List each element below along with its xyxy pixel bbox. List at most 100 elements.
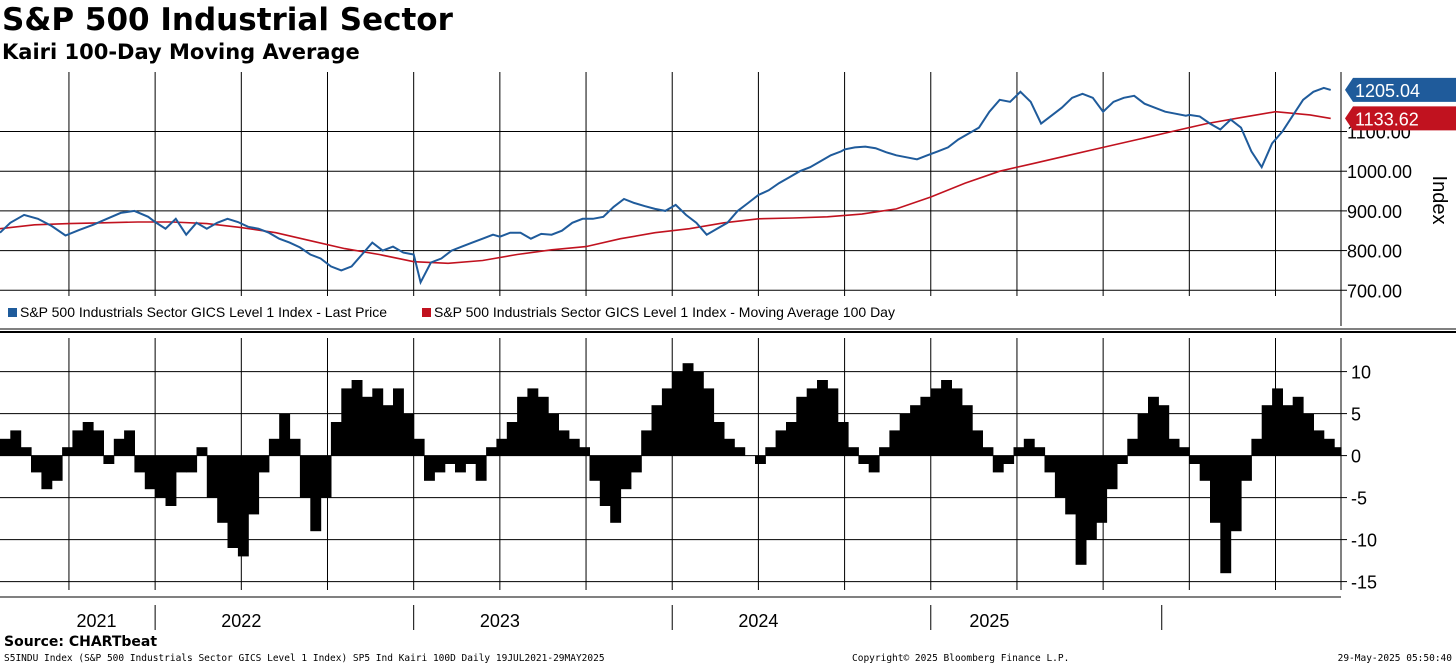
kairi-bar xyxy=(651,405,663,456)
kairi-bar xyxy=(661,388,673,456)
kairi-bar xyxy=(817,380,828,456)
kairi-bar xyxy=(910,405,921,456)
kairi-bar xyxy=(341,388,353,456)
kairi-bar xyxy=(641,430,653,456)
kairi-bar xyxy=(537,396,549,456)
kairi-bar xyxy=(299,455,311,498)
upper-ytick-label-2: 900.00 xyxy=(1347,202,1402,222)
kairi-bar xyxy=(879,447,890,456)
kairi-bar xyxy=(620,455,632,490)
kairi-bar xyxy=(589,455,601,481)
kairi-bar xyxy=(734,447,746,456)
kairi-bar xyxy=(1023,438,1035,456)
kairi-bar xyxy=(248,455,260,515)
kairi-bar xyxy=(227,455,239,548)
kairi-bar xyxy=(1168,438,1180,456)
year-label-2024: 2024 xyxy=(738,611,778,631)
kairi-bar xyxy=(124,430,135,456)
kairi-bar xyxy=(41,455,53,490)
kairi-bar xyxy=(672,371,684,456)
kairi-bar xyxy=(1148,396,1159,456)
kairi-bar xyxy=(1127,438,1139,456)
kairi-bar xyxy=(475,455,487,481)
legend-price-swatch xyxy=(8,308,17,317)
kairi-bar xyxy=(1003,455,1015,464)
kairi-bar xyxy=(1044,455,1056,473)
kairi-bar xyxy=(982,447,994,456)
kairi-bar xyxy=(320,455,332,498)
kairi-bar xyxy=(289,438,301,456)
kairi-bar xyxy=(755,455,766,464)
kairi-bar xyxy=(951,388,963,456)
kairi-bar xyxy=(1075,455,1087,565)
kairi-bar xyxy=(413,438,425,456)
lower-ytick-label-2: 0 xyxy=(1351,447,1361,467)
kairi-bar xyxy=(1292,396,1304,456)
ma-value-tag: 1133.62 xyxy=(1345,106,1456,131)
kairi-bar xyxy=(113,438,125,456)
kairi-bar xyxy=(0,438,11,456)
kairi-bar xyxy=(548,413,559,456)
kairi-bar xyxy=(206,455,218,498)
chart-title: S&P 500 Industrial Sector xyxy=(2,2,453,38)
kairi-bar xyxy=(558,430,570,456)
value-tag-box xyxy=(1345,106,1456,131)
kairi-bar xyxy=(217,455,229,523)
kairi-bar xyxy=(144,455,156,490)
upper-ytick-label-1: 800.00 xyxy=(1347,242,1402,262)
kairi-bar xyxy=(827,388,839,456)
kairi-bar xyxy=(941,380,952,456)
kairi-bar xyxy=(765,447,777,456)
lower-ytick-label-0: 10 xyxy=(1351,363,1371,383)
kairi-bar xyxy=(82,422,94,456)
kairi-bar xyxy=(10,430,22,456)
kairi-bar xyxy=(599,455,611,506)
kairi-bar xyxy=(1158,405,1170,456)
kairi-bar xyxy=(517,396,528,456)
kairi-bar xyxy=(796,396,808,456)
kairi-bar xyxy=(434,455,446,473)
year-label-2025: 2025 xyxy=(969,611,1009,631)
kairi-bar xyxy=(268,438,280,456)
kairi-bar xyxy=(961,405,973,456)
kairi-bar xyxy=(72,430,84,456)
kairi-bar xyxy=(889,430,901,456)
kairi-bar xyxy=(165,455,177,506)
kairi-bar xyxy=(1220,455,1232,574)
value-tag-box xyxy=(1345,77,1456,102)
kairi-bar xyxy=(1282,405,1294,456)
y-axis-title: Index xyxy=(1428,176,1450,225)
kairi-bar xyxy=(703,388,715,456)
moving-average-line xyxy=(0,110,1331,265)
lower-panel-grid xyxy=(0,338,1342,590)
kairi-bar xyxy=(310,455,322,532)
kairi-bar xyxy=(1210,455,1221,523)
kairi-bar xyxy=(362,396,373,456)
kairi-bar xyxy=(93,430,104,456)
kairi-bar xyxy=(630,455,642,473)
kairi-bar xyxy=(848,447,859,456)
legend-background xyxy=(0,296,921,326)
kairi-bar xyxy=(186,455,198,473)
kairi-bar xyxy=(237,455,249,557)
kairi-bar xyxy=(1116,455,1128,464)
footer-description: S5INDU Index (S&P 500 Industrials Sector… xyxy=(4,653,605,664)
kairi-bar xyxy=(1085,455,1097,540)
kairi-bar xyxy=(858,455,870,464)
kairi-bar xyxy=(992,455,1004,473)
kairi-bar xyxy=(1241,455,1252,481)
kairi-bar xyxy=(1261,405,1273,456)
kairi-bar xyxy=(444,455,456,464)
kairi-bar xyxy=(31,455,42,473)
kairi-bar xyxy=(1137,413,1149,456)
lower-ytick-label-3: -5 xyxy=(1351,489,1367,509)
kairi-bar xyxy=(506,422,518,456)
lower-y-axis: 10 5 0 -5 -10 -15 xyxy=(1341,363,1377,593)
kairi-bar xyxy=(1323,438,1335,456)
kairi-bar xyxy=(610,455,622,523)
kairi-bar xyxy=(1013,447,1025,456)
upper-ytick-label-3: 1000.00 xyxy=(1347,162,1412,182)
source-note: Source: CHARTbeat xyxy=(4,634,158,650)
kairi-bar xyxy=(682,363,694,456)
